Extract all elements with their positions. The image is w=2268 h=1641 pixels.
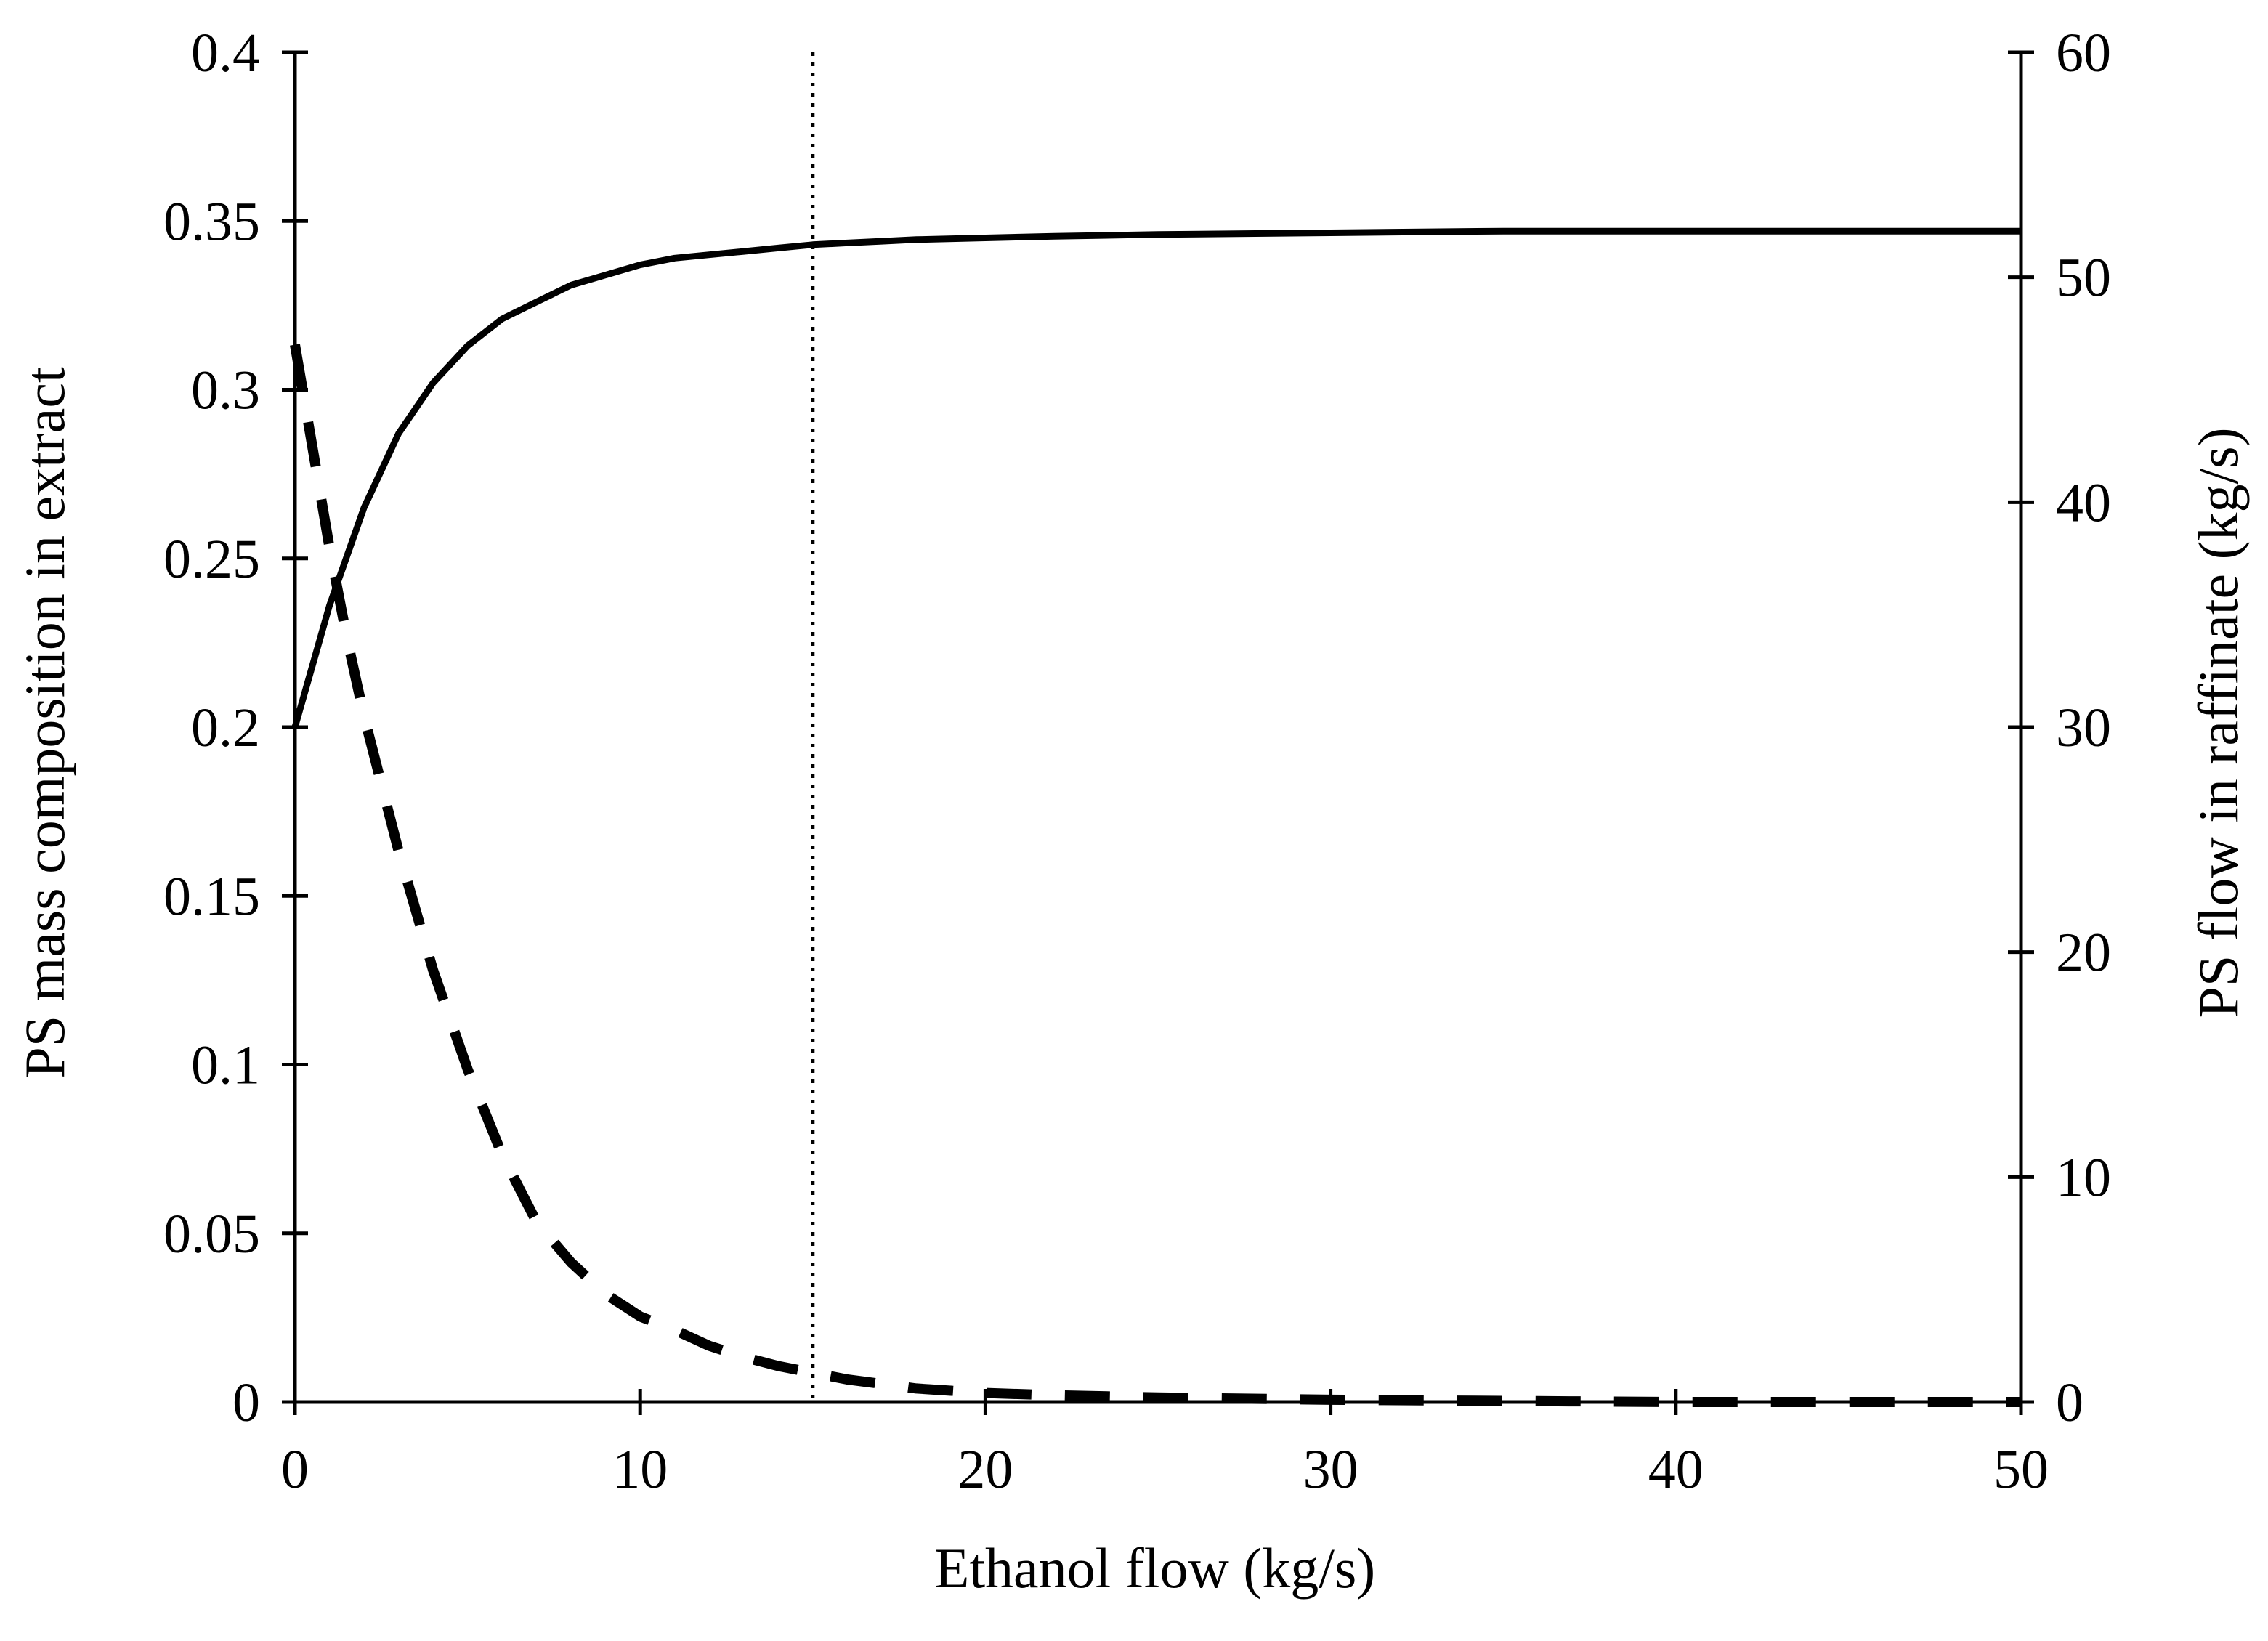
x-tick-label: 50: [1993, 1439, 2049, 1500]
x-tick-label: 30: [1303, 1439, 1358, 1500]
right-y-tick-label: 50: [2056, 248, 2111, 309]
x-axis-title: Ethanol flow (kg/s): [935, 1536, 1376, 1600]
left-y-tick-label: 0.3: [191, 360, 260, 421]
left-y-axis-title: PS mass composition in extract: [13, 367, 76, 1079]
extract-composition-series-line: [291, 227, 2021, 729]
x-axis-ticks: 0 10 20 30 40 50: [281, 1389, 2049, 1500]
x-tick-label: 0: [281, 1439, 309, 1500]
left-y-tick-label: 0.15: [163, 866, 260, 927]
right-y-axis-ticks: 0 10 20 30 40 50 60: [2008, 23, 2111, 1433]
plot-frame: [293, 52, 2023, 1404]
right-y-tick-label: 0: [2056, 1372, 2083, 1433]
left-y-tick-label: 0.35: [163, 191, 260, 252]
left-y-axis-ticks: 0 0.05 0.1 0.15 0.2 0.25 0.3 0.35 0.4: [163, 23, 308, 1433]
left-y-tick-label: 0.2: [191, 697, 260, 758]
right-y-tick-label: 60: [2056, 23, 2111, 84]
right-y-tick-label: 40: [2056, 472, 2111, 533]
left-y-tick-label: 0.1: [191, 1035, 260, 1096]
series-layer: [290, 227, 2021, 1407]
left-y-tick-label: 0.05: [163, 1204, 260, 1265]
left-y-tick-label: 0.4: [191, 23, 260, 84]
x-tick-label: 20: [957, 1439, 1013, 1500]
right-y-axis-title: PS flow in raffinate (kg/s): [2187, 427, 2250, 1018]
left-y-tick-label: 0: [232, 1372, 260, 1433]
x-tick-label: 10: [612, 1439, 668, 1500]
right-y-tick-label: 10: [2056, 1147, 2111, 1208]
right-y-tick-label: 30: [2056, 697, 2111, 758]
right-y-tick-label: 20: [2056, 923, 2111, 984]
x-tick-label: 40: [1648, 1439, 1704, 1500]
raffinate-flow-series-line: [290, 344, 2021, 1407]
left-y-tick-label: 0.25: [163, 529, 260, 590]
